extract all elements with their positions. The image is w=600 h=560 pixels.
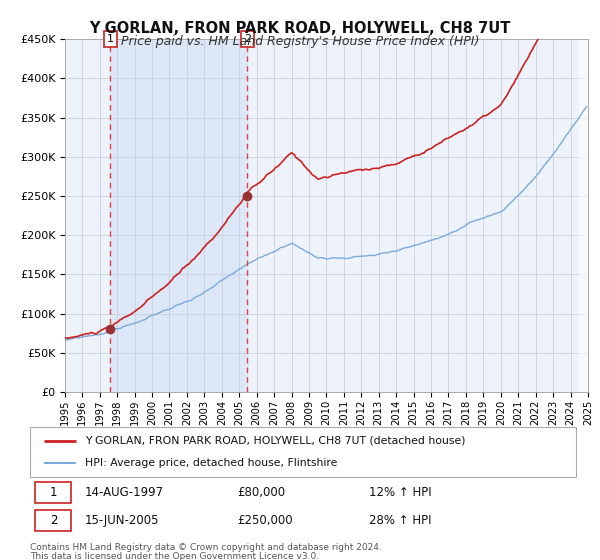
Text: 1: 1: [107, 34, 114, 44]
Text: 15-JUN-2005: 15-JUN-2005: [85, 514, 159, 527]
Text: HPI: Average price, detached house, Flintshire: HPI: Average price, detached house, Flin…: [85, 458, 337, 468]
Text: 2: 2: [244, 34, 251, 44]
FancyBboxPatch shape: [30, 427, 576, 477]
Text: Y GORLAN, FRON PARK ROAD, HOLYWELL, CH8 7UT (detached house): Y GORLAN, FRON PARK ROAD, HOLYWELL, CH8 …: [85, 436, 465, 446]
FancyBboxPatch shape: [35, 510, 71, 531]
Text: £80,000: £80,000: [238, 486, 286, 500]
Text: 14-AUG-1997: 14-AUG-1997: [85, 486, 164, 500]
Text: This data is licensed under the Open Government Licence v3.0.: This data is licensed under the Open Gov…: [30, 552, 319, 560]
Text: £250,000: £250,000: [238, 514, 293, 527]
Bar: [110, 39, 247, 392]
Text: Contains HM Land Registry data © Crown copyright and database right 2024.: Contains HM Land Registry data © Crown c…: [30, 543, 382, 552]
Bar: [579, 39, 588, 392]
Text: 28% ↑ HPI: 28% ↑ HPI: [368, 514, 431, 527]
Text: Y GORLAN, FRON PARK ROAD, HOLYWELL, CH8 7UT: Y GORLAN, FRON PARK ROAD, HOLYWELL, CH8 …: [89, 21, 511, 36]
Text: 1: 1: [50, 486, 57, 500]
FancyBboxPatch shape: [35, 482, 71, 503]
Text: 2: 2: [50, 514, 57, 527]
Text: Price paid vs. HM Land Registry's House Price Index (HPI): Price paid vs. HM Land Registry's House …: [121, 35, 479, 48]
Text: 12% ↑ HPI: 12% ↑ HPI: [368, 486, 431, 500]
